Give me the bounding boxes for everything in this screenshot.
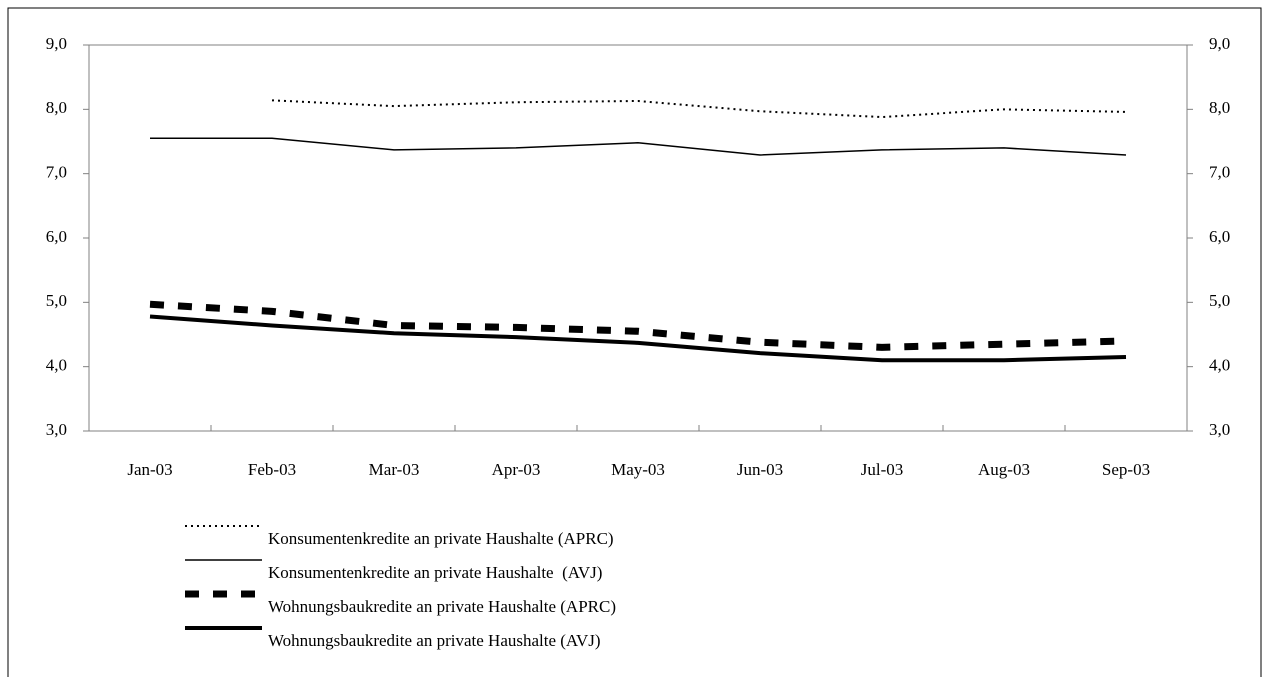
y-tick-label: 4,0 (46, 356, 67, 375)
y2-tick-label: 7,0 (1209, 163, 1230, 182)
x-tick-label: Jun-03 (737, 460, 783, 479)
y-tick-label: 3,0 (46, 420, 67, 439)
x-tick-label: Aug-03 (978, 460, 1030, 479)
y2-tick-label: 4,0 (1209, 356, 1230, 375)
legend-label: Wohnungsbaukredite an private Haushalte … (268, 597, 616, 616)
series-line (150, 137, 1127, 156)
x-tick-label: Jul-03 (861, 460, 904, 479)
y-tick-label: 6,0 (46, 227, 67, 246)
x-tick-label: Mar-03 (369, 460, 420, 479)
y-tick-label: 7,0 (46, 163, 67, 182)
y-tick-label: 5,0 (46, 291, 67, 310)
x-tick-label: Jan-03 (127, 460, 172, 479)
series-line (149, 314, 1127, 363)
y2-tick-label: 9,0 (1209, 34, 1230, 53)
series-line (149, 300, 1127, 351)
x-tick-label: Sep-03 (1102, 460, 1150, 479)
y-tick-label: 8,0 (46, 98, 67, 117)
y2-tick-label: 6,0 (1209, 227, 1230, 246)
series-line (271, 99, 1127, 119)
legend-label: Konsumentenkredite an private Haushalte … (268, 529, 614, 548)
x-tick-label: Apr-03 (492, 460, 541, 479)
y-tick-label: 9,0 (46, 34, 67, 53)
y2-tick-label: 8,0 (1209, 98, 1230, 117)
chart-frame (7, 7, 1262, 677)
x-tick-label: May-03 (611, 460, 665, 479)
y2-tick-label: 5,0 (1209, 291, 1230, 310)
legend-label: Wohnungsbaukredite an private Haushalte … (268, 631, 601, 650)
plot-area (88, 44, 1188, 432)
legend-label: Konsumentenkredite an private Haushalte … (268, 563, 602, 582)
x-tick-label: Feb-03 (248, 460, 296, 479)
y2-tick-label: 3,0 (1209, 420, 1230, 439)
